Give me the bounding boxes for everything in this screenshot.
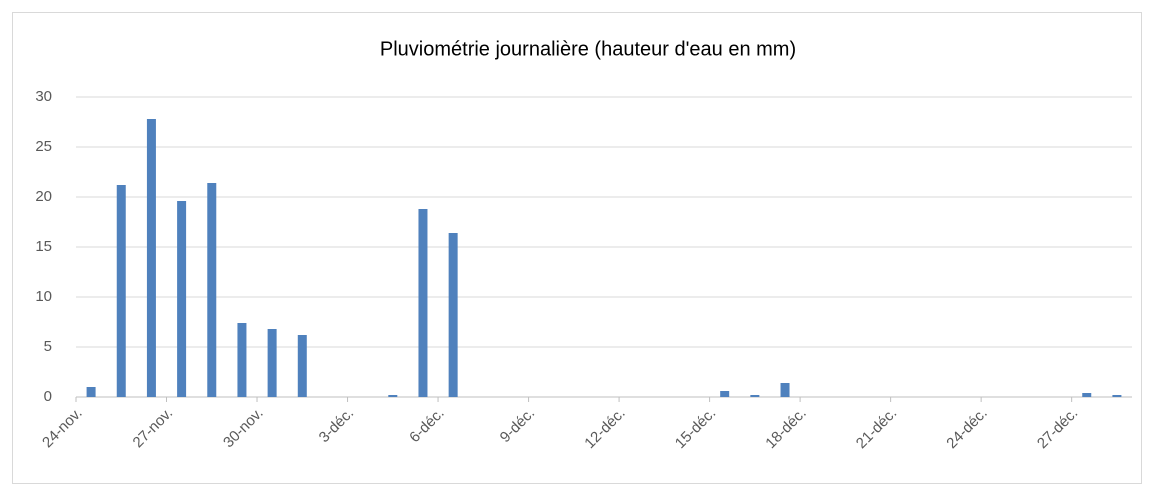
y-tick-label: 10 <box>35 288 52 305</box>
bar <box>297 335 307 397</box>
bar <box>1112 395 1122 397</box>
bar <box>86 387 96 397</box>
bar <box>267 329 277 397</box>
bar <box>448 233 458 397</box>
bar <box>418 209 428 397</box>
bar <box>146 119 156 397</box>
y-tick-label: 20 <box>35 188 52 205</box>
bar <box>207 183 217 397</box>
y-tick-label: 15 <box>35 238 52 255</box>
bar <box>780 383 790 397</box>
bar <box>177 201 187 397</box>
bar <box>116 185 126 397</box>
y-tick-label: 25 <box>35 138 52 155</box>
y-tick-label: 0 <box>44 388 52 405</box>
y-tick-label: 30 <box>35 88 52 105</box>
bar <box>720 391 730 397</box>
bar <box>750 395 760 397</box>
bar <box>237 323 247 397</box>
bar <box>1082 393 1092 397</box>
y-tick-label: 5 <box>44 338 52 355</box>
bar <box>388 395 398 397</box>
chart-border <box>12 12 1142 484</box>
chart-title: Pluviométrie journalière (hauteur d'eau … <box>380 38 796 60</box>
